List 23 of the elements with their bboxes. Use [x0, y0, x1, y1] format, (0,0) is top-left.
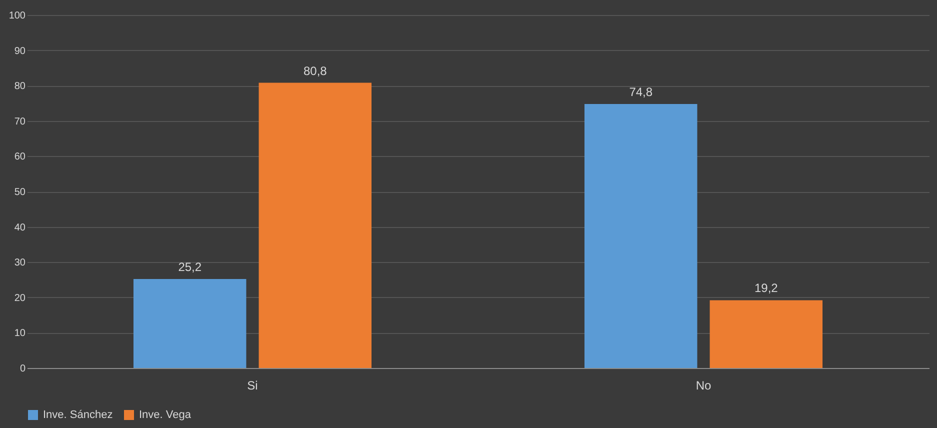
y-tick-label: 60	[14, 152, 26, 163]
data-label: 74,8	[629, 84, 653, 99]
y-tick-label: 80	[14, 81, 26, 92]
legend-label: Inve. Vega	[139, 409, 192, 421]
y-tick-label: 0	[20, 364, 26, 374]
x-tick-label: Si	[247, 378, 258, 392]
y-tick-label: 50	[14, 187, 26, 198]
y-tick-label: 10	[14, 328, 26, 340]
y-tick-label: 100	[8, 10, 26, 22]
data-label: 25,2	[178, 260, 202, 274]
y-tick-label: 30	[14, 258, 26, 269]
y-tick-label: 20	[14, 292, 26, 304]
bar	[258, 82, 372, 368]
data-label: 19,2	[754, 281, 778, 296]
bar	[584, 104, 698, 368]
bar	[710, 300, 823, 368]
y-tick-label: 90	[14, 46, 26, 57]
y-tick-label: 40	[14, 222, 26, 234]
x-tick-label: No	[696, 378, 712, 392]
bar	[133, 279, 246, 368]
y-tick-label: 70	[14, 116, 26, 128]
data-label: 80,8	[303, 64, 328, 78]
legend-label: Inve. Sánchez	[43, 409, 113, 421]
